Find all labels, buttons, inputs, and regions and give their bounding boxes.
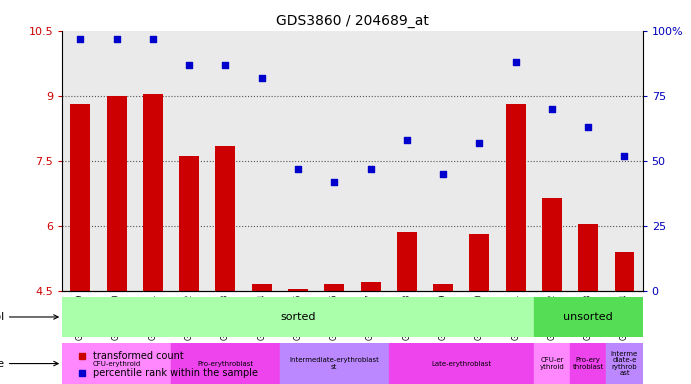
Bar xyxy=(179,156,199,291)
Text: Late-erythroblast: Late-erythroblast xyxy=(431,361,491,367)
Bar xyxy=(70,104,91,291)
Bar xyxy=(143,94,163,291)
Bar xyxy=(252,284,272,291)
Text: CFU-er
ythroid: CFU-er ythroid xyxy=(540,357,565,370)
Bar xyxy=(98,31,135,291)
Bar xyxy=(614,252,634,291)
Bar xyxy=(316,31,352,291)
Text: Pro-erythroblast: Pro-erythroblast xyxy=(198,361,254,367)
Bar xyxy=(135,31,171,291)
Point xyxy=(184,61,195,68)
Text: transformed count: transformed count xyxy=(93,351,184,361)
Bar xyxy=(578,223,598,291)
Bar xyxy=(425,31,462,291)
Point xyxy=(583,124,594,130)
Text: CFU-erythroid: CFU-erythroid xyxy=(93,361,141,367)
Text: Pro-ery
throblast: Pro-ery throblast xyxy=(573,357,604,370)
Point xyxy=(547,106,558,112)
Bar xyxy=(397,232,417,291)
Text: development stage: development stage xyxy=(0,359,58,369)
Bar xyxy=(498,31,533,291)
Title: GDS3860 / 204689_at: GDS3860 / 204689_at xyxy=(276,14,429,28)
Text: percentile rank within the sample: percentile rank within the sample xyxy=(93,368,258,378)
Bar xyxy=(361,282,381,291)
Bar xyxy=(388,31,425,291)
Text: Interme
diate-e
rythrob
ast: Interme diate-e rythrob ast xyxy=(611,351,638,376)
Bar xyxy=(570,343,607,384)
Point xyxy=(256,74,267,81)
Point xyxy=(292,166,303,172)
Point xyxy=(401,137,413,143)
Bar xyxy=(607,343,643,384)
Point xyxy=(510,59,521,65)
Point xyxy=(365,166,376,172)
Point xyxy=(329,179,340,185)
Bar xyxy=(324,284,344,291)
Bar xyxy=(533,343,570,384)
Bar xyxy=(280,343,388,384)
Point xyxy=(75,35,86,41)
Bar xyxy=(62,31,98,291)
Bar xyxy=(388,343,534,384)
Bar xyxy=(506,104,526,291)
Bar xyxy=(106,96,126,291)
Bar xyxy=(171,343,280,384)
Text: unsorted: unsorted xyxy=(563,312,613,322)
Bar xyxy=(62,296,534,338)
Text: protocol: protocol xyxy=(0,312,58,322)
Point xyxy=(619,152,630,159)
Bar xyxy=(288,289,308,291)
Bar xyxy=(462,31,498,291)
Text: Intermediate-erythroblast
st: Intermediate-erythroblast st xyxy=(290,357,379,370)
Bar xyxy=(244,31,280,291)
Bar xyxy=(433,284,453,291)
Bar xyxy=(607,31,643,291)
Point xyxy=(220,61,231,68)
Bar xyxy=(62,343,171,384)
Bar xyxy=(542,198,562,291)
Point xyxy=(147,35,158,41)
Bar xyxy=(216,146,236,291)
Bar xyxy=(207,31,243,291)
Bar xyxy=(570,31,607,291)
Bar xyxy=(469,235,489,291)
Bar xyxy=(352,31,388,291)
Text: sorted: sorted xyxy=(281,312,316,322)
Point xyxy=(474,139,485,146)
Point xyxy=(437,171,448,177)
Bar xyxy=(533,31,570,291)
Point xyxy=(111,35,122,41)
Bar xyxy=(533,296,643,338)
Bar xyxy=(280,31,316,291)
Bar xyxy=(171,31,207,291)
